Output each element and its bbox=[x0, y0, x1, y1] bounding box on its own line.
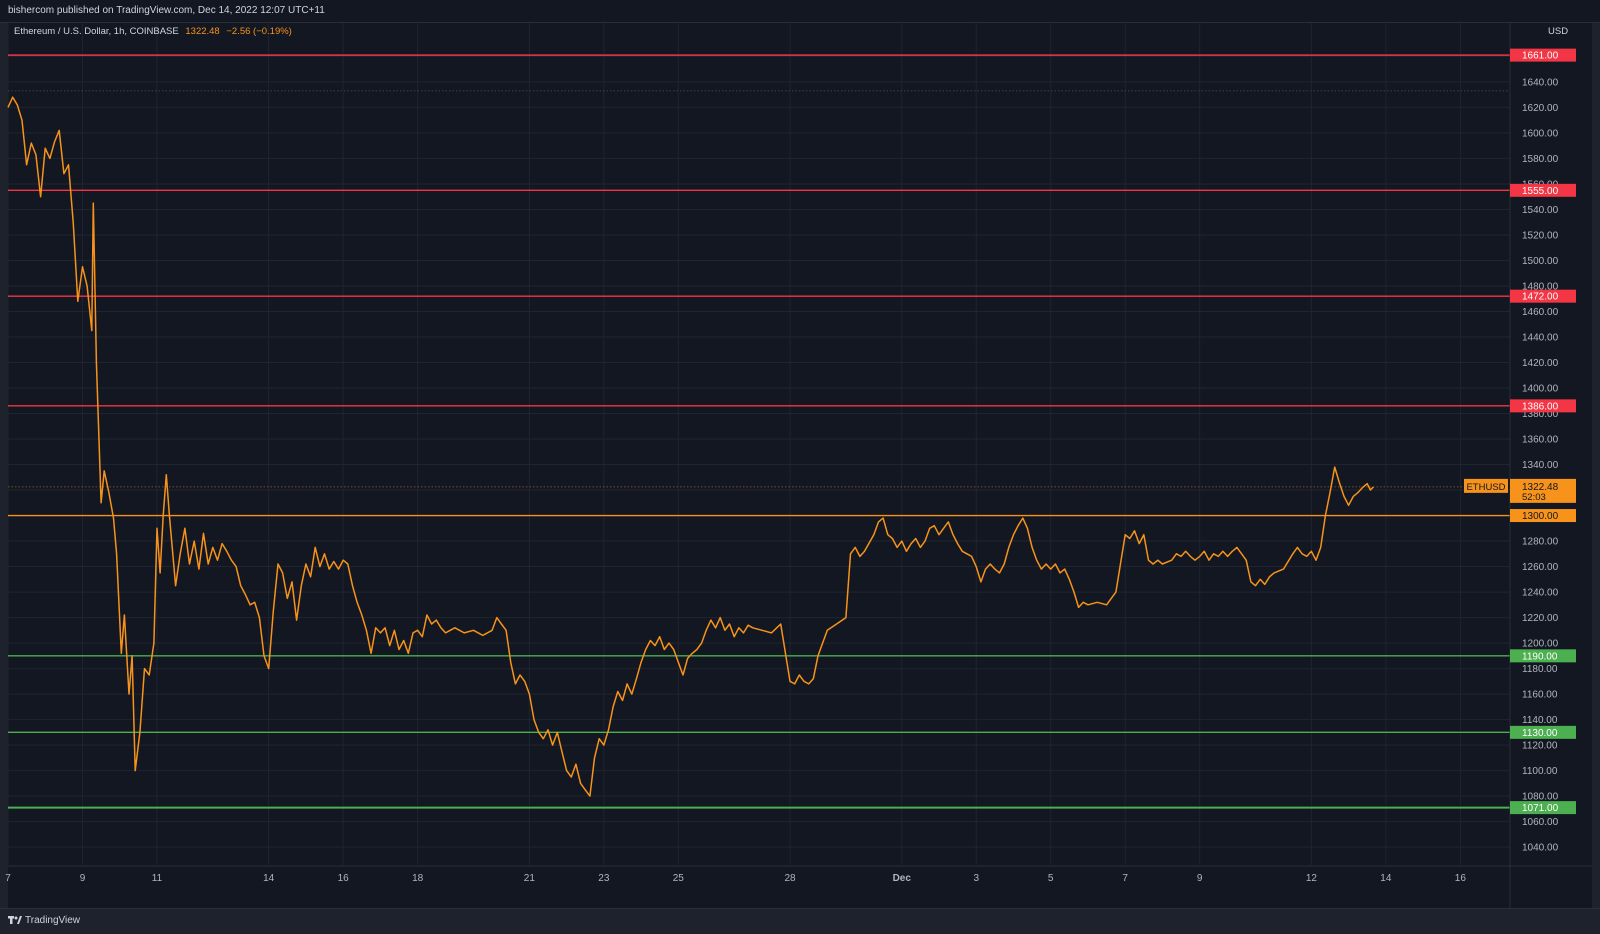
y-tick-label: 1220.00 bbox=[1522, 613, 1559, 624]
publisher-bar: bishercom published on TradingView.com, … bbox=[0, 0, 1600, 23]
x-tick-label: 23 bbox=[598, 873, 610, 884]
y-tick-label: 1260.00 bbox=[1522, 562, 1559, 573]
y-tick-label: 1200.00 bbox=[1522, 639, 1559, 650]
symbol-description: Ethereum / U.S. Dollar, 1h, COINBASE bbox=[14, 26, 179, 37]
resistance-level-tag bbox=[1510, 48, 1576, 62]
chart-frame[interactable] bbox=[8, 23, 1592, 908]
price-series-layer bbox=[7, 96, 1375, 797]
level-label: 1071.00 bbox=[1522, 803, 1559, 814]
y-tick-label: 1040.00 bbox=[1522, 843, 1559, 854]
y-tick-label: 1640.00 bbox=[1522, 77, 1559, 88]
y-tick-label: 1100.00 bbox=[1522, 766, 1558, 777]
level-label: 1386.00 bbox=[1522, 401, 1559, 412]
x-tick-label: 16 bbox=[1455, 873, 1467, 884]
level-label: 1130.00 bbox=[1522, 728, 1558, 739]
support-level-tag bbox=[1510, 649, 1576, 663]
countdown-label: 52:03 bbox=[1522, 492, 1546, 503]
y-tick-label: 1400.00 bbox=[1522, 384, 1559, 395]
tradingview-logo-icon bbox=[8, 916, 22, 925]
y-tick-label: 1160.00 bbox=[1522, 690, 1558, 701]
y-tick-label: 1240.00 bbox=[1522, 588, 1559, 599]
resistance-level-tag bbox=[1510, 289, 1576, 303]
y-tick-label: 1120.00 bbox=[1522, 741, 1558, 752]
y-tick-label: 1180.00 bbox=[1522, 664, 1558, 675]
footer-bar: TradingView bbox=[0, 908, 1600, 934]
x-tick-label: 7 bbox=[5, 873, 11, 884]
tradingview-logo[interactable]: TradingView bbox=[8, 915, 80, 926]
resistance-level-tag bbox=[1510, 183, 1576, 197]
time-axis[interactable]: 7 9 11 14 16 18 21 23 25 28 Dec 3 5 7 9 12 14 16 bbox=[5, 865, 1592, 884]
level-label: 1472.00 bbox=[1522, 292, 1559, 303]
x-tick-label: 9 bbox=[1197, 873, 1203, 884]
x-tick-label: 3 bbox=[973, 873, 979, 884]
y-tick-label: 1380.00 bbox=[1522, 409, 1559, 420]
x-tick-label: Dec bbox=[893, 873, 912, 884]
x-tick-label: 14 bbox=[263, 873, 275, 884]
x-tick-label: 21 bbox=[524, 873, 536, 884]
symbol-tag bbox=[1464, 478, 1508, 493]
x-tick-label: 18 bbox=[412, 873, 424, 884]
x-tick-label: 14 bbox=[1380, 873, 1392, 884]
level-label: 1190.00 bbox=[1522, 651, 1558, 662]
y-tick-label: 1580.00 bbox=[1522, 154, 1559, 165]
y-tick-label: 1460.00 bbox=[1522, 307, 1559, 318]
published-text: bishercom published on TradingView.com, … bbox=[8, 5, 325, 16]
x-tick-label: 16 bbox=[338, 873, 350, 884]
horizontal-levels bbox=[8, 54, 1510, 809]
price-axis[interactable]: 1040.00 1060.00 1080.00 1100.00 1120.00 1140.… bbox=[1509, 23, 1559, 908]
symbol-tag-label: ETHUSD bbox=[1466, 482, 1505, 493]
legend-change: −2.56 (−0.19%) bbox=[226, 26, 292, 37]
y-tick-label: 1520.00 bbox=[1522, 230, 1559, 241]
x-tick-label: 5 bbox=[1048, 873, 1054, 884]
price-line bbox=[7, 96, 1375, 797]
x-tick-label: 12 bbox=[1306, 873, 1318, 884]
x-tick-label: 7 bbox=[1122, 873, 1128, 884]
level-label: 1555.00 bbox=[1522, 186, 1559, 197]
y-tick-label: 1440.00 bbox=[1522, 332, 1559, 343]
price-chart[interactable]: 1040.00 1060.00 1080.00 1100.00 1120.00 1140.… bbox=[0, 0, 1600, 908]
y-tick-label: 1620.00 bbox=[1522, 103, 1559, 114]
currency-label: USD bbox=[1548, 26, 1569, 37]
y-tick-label: 1420.00 bbox=[1522, 358, 1559, 369]
level-label: 1300.00 bbox=[1522, 511, 1559, 522]
resistance-level-tag bbox=[1510, 399, 1576, 413]
x-tick-label: 9 bbox=[80, 873, 86, 884]
support-level-tag bbox=[1510, 725, 1576, 739]
level-label: 1661.00 bbox=[1522, 51, 1559, 62]
symbol-legend[interactable]: Ethereum / U.S. Dollar, 1h, COINBASE 132… bbox=[14, 26, 292, 37]
y-tick-label: 1540.00 bbox=[1522, 205, 1559, 216]
grid bbox=[7, 23, 1510, 865]
y-tick-label: 1360.00 bbox=[1522, 435, 1559, 446]
level-labels: 1661.00 1555.00 1472.00 1386.00 1300.00 1190.… bbox=[1510, 48, 1576, 815]
y-tick-label: 1080.00 bbox=[1522, 792, 1559, 803]
last-price-tag bbox=[1510, 478, 1576, 503]
x-tick-label: 11 bbox=[152, 873, 163, 884]
y-tick-label: 1280.00 bbox=[1522, 537, 1559, 548]
y-tick-label: 1060.00 bbox=[1522, 817, 1559, 828]
support-level-tag bbox=[1510, 801, 1576, 815]
y-tick-label: 1500.00 bbox=[1522, 256, 1559, 267]
y-tick-label: 1340.00 bbox=[1522, 460, 1559, 471]
last-price-label: 1322.48 bbox=[1522, 482, 1559, 493]
pivot-level-tag bbox=[1510, 509, 1576, 523]
y-tick-label: 1600.00 bbox=[1522, 128, 1559, 139]
y-tick-label: 1140.00 bbox=[1522, 715, 1558, 726]
y-tick-label: 1480.00 bbox=[1522, 281, 1559, 292]
x-tick-label: 25 bbox=[673, 873, 685, 884]
brand-name: TradingView bbox=[25, 915, 81, 926]
legend-last-price: 1322.48 bbox=[185, 26, 220, 37]
x-tick-label: 28 bbox=[784, 873, 796, 884]
